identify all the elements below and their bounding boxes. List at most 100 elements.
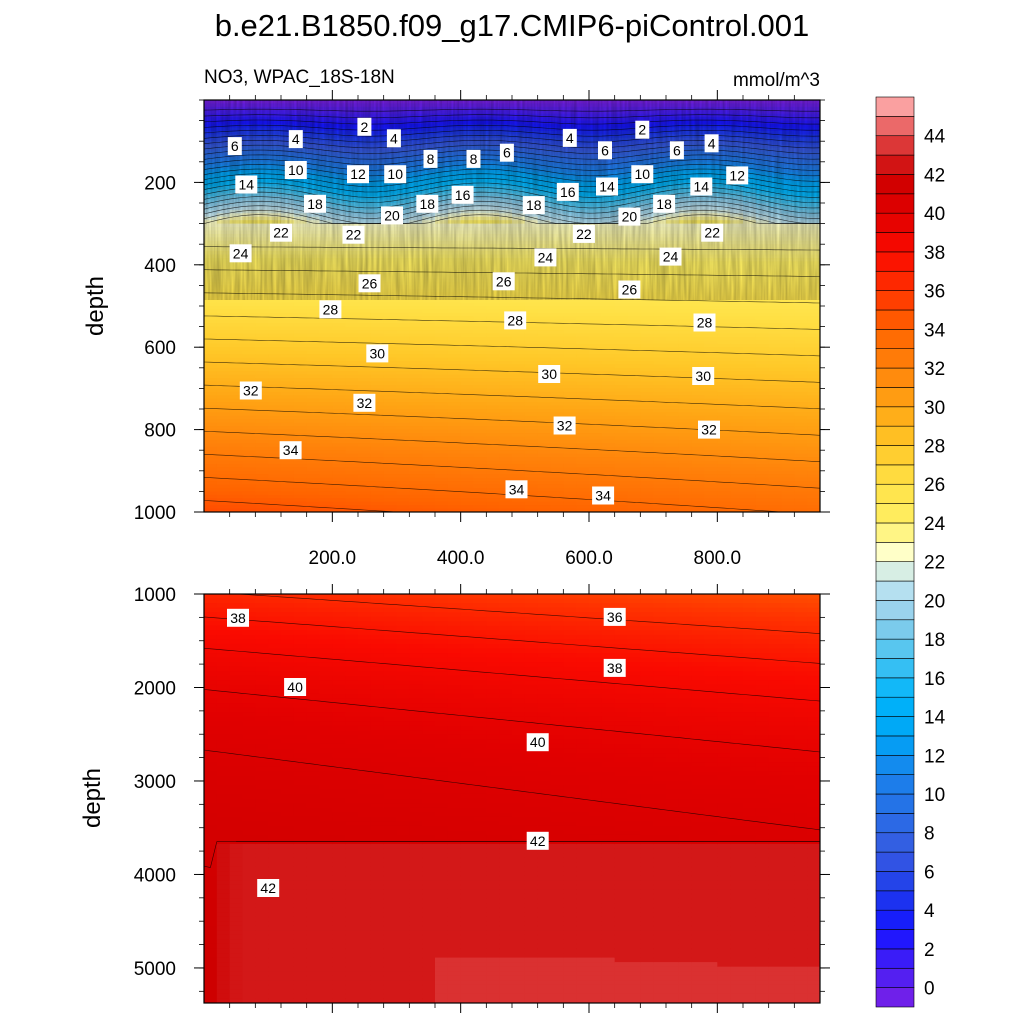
- contour-cell: [589, 354, 603, 359]
- contour-cell: [229, 395, 244, 400]
- contour-cell: [640, 306, 654, 311]
- contour-cell: [447, 477, 462, 482]
- contour-cell: [216, 402, 231, 407]
- contour-cell: [717, 491, 731, 496]
- contour-cell: [666, 357, 680, 362]
- contour-cell: [640, 419, 654, 424]
- contour-cell: [524, 336, 539, 341]
- contour-cell: [229, 443, 244, 448]
- contour-cell: [460, 439, 475, 444]
- contour-cell: [383, 367, 398, 372]
- contour-cell: [409, 481, 423, 486]
- contour-cell: [306, 498, 321, 503]
- contour-cell: [717, 367, 731, 372]
- contour-cell: [358, 453, 372, 458]
- contour-cell: [396, 312, 410, 317]
- contour-cell: [717, 460, 731, 465]
- contour-cell: [576, 364, 590, 369]
- contour-cell: [589, 299, 603, 304]
- contour-cell: [512, 360, 526, 365]
- contour-cell: [332, 460, 346, 465]
- contour-cell: [627, 364, 641, 369]
- contour-cell: [281, 360, 295, 365]
- contour-cell: [473, 491, 487, 496]
- contour-cell: [717, 450, 731, 455]
- contour-cell: [563, 309, 577, 314]
- contour-cell: [255, 388, 269, 393]
- contour-cell: [293, 364, 308, 369]
- contour-cell: [666, 306, 680, 311]
- contour-cell: [704, 336, 718, 341]
- contour-cell: [358, 477, 372, 482]
- contour-cell: [640, 481, 654, 486]
- contour-cell: [370, 402, 385, 407]
- contour-cell: [589, 415, 603, 420]
- contour-cell: [563, 364, 577, 369]
- contour-cell: [537, 388, 552, 393]
- contour-cell: [422, 395, 436, 400]
- contour-cell: [499, 336, 513, 341]
- contour-cell: [409, 312, 423, 317]
- contour-cell: [345, 323, 359, 328]
- contour-cell: [268, 457, 282, 462]
- contour-cell: [614, 350, 629, 355]
- contour-cell: [486, 453, 500, 458]
- contour-cell: [653, 333, 667, 338]
- contour-cell: [435, 336, 449, 341]
- contour-cell: [396, 350, 410, 355]
- contour-cell: [396, 505, 410, 510]
- contour-cell: [332, 470, 346, 475]
- contour-cell: [422, 381, 436, 386]
- contour-cell: [550, 481, 564, 486]
- contour-cell: [691, 347, 706, 352]
- contour-cell: [460, 508, 475, 512]
- contour-cell: [370, 360, 385, 365]
- contour-cell: [204, 409, 218, 414]
- contour-cell: [319, 350, 333, 355]
- contour-cell: [576, 453, 590, 458]
- contour-cell: [601, 395, 616, 400]
- contour-cell: [345, 384, 359, 389]
- contour-cell: [512, 364, 526, 369]
- contour-cell: [614, 336, 629, 341]
- contour-cell: [268, 491, 282, 496]
- contour-cell: [691, 350, 706, 355]
- contour-cell: [396, 491, 410, 496]
- contour-cell: [717, 326, 731, 331]
- contour-cell: [409, 388, 423, 393]
- contour-cell: [499, 429, 513, 434]
- contour-cell: [704, 398, 718, 403]
- contour-cell: [358, 415, 372, 420]
- contour-cell: [460, 340, 475, 345]
- contour-cell: [486, 367, 500, 372]
- contour-cell: [422, 350, 436, 355]
- contour-cell: [473, 467, 487, 472]
- contour-cell: [512, 340, 526, 345]
- contour-cell: [563, 457, 577, 462]
- contour-cell: [319, 319, 333, 324]
- contour-cell: [396, 484, 410, 489]
- contour-cell: [216, 412, 231, 417]
- contour-cell: [293, 391, 308, 396]
- contour-cell: [691, 494, 706, 499]
- contour-cell: [576, 429, 590, 434]
- contour-cell: [345, 419, 359, 424]
- contour-cell: [216, 347, 231, 352]
- contour-cell: [601, 316, 616, 321]
- contour-cell: [563, 343, 577, 348]
- contour-cell: [499, 402, 513, 407]
- contour-cell: [319, 498, 333, 503]
- contour-cell: [499, 477, 513, 482]
- contour-cell: [293, 398, 308, 403]
- contour-cell: [229, 405, 244, 410]
- contour-cell: [640, 498, 654, 503]
- contour-cell: [627, 388, 641, 393]
- contour-cell: [409, 460, 423, 465]
- contour-cell: [704, 501, 718, 506]
- contour-cell: [627, 354, 641, 359]
- contour-cell: [717, 391, 731, 396]
- contour-cell: [383, 484, 398, 489]
- contour-cell: [383, 409, 398, 414]
- contour-cell: [293, 323, 308, 328]
- contour-cell: [614, 367, 629, 372]
